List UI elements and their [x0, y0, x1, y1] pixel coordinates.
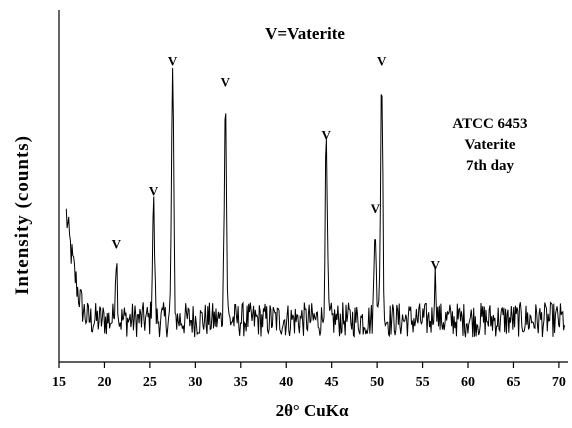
peak-label: V	[168, 53, 178, 68]
x-tick-label: 45	[325, 375, 339, 390]
x-tick-label: 50	[370, 375, 384, 390]
plot-area	[65, 67, 565, 338]
peak-label: V	[431, 258, 441, 273]
x-tick-label: 70	[552, 375, 566, 390]
x-tick-label: 35	[234, 375, 248, 390]
peak-labels: V V V V V V V V	[112, 53, 441, 272]
diffraction-trace-line	[65, 67, 565, 338]
peak-label: V	[371, 201, 381, 216]
sample-label-line-2: Vaterite	[464, 137, 515, 153]
x-tick-label: 20	[97, 375, 111, 390]
y-axis-title: Intensity (counts)	[12, 135, 33, 295]
x-tick-label: 25	[143, 375, 157, 390]
x-tick-label: 30	[188, 375, 202, 390]
x-tick-label: 15	[52, 375, 66, 390]
peak-label: V	[322, 127, 332, 142]
legend-note: V=Vaterite	[265, 24, 345, 43]
x-axis-ticks: 15 20 25 30 35 40 45 50 55 60 65 70	[52, 362, 566, 390]
sample-label-line-3: 7th day	[466, 158, 514, 174]
x-tick-label: 55	[416, 375, 430, 390]
x-tick-label: 60	[461, 375, 475, 390]
x-tick-label: 40	[279, 375, 293, 390]
peak-label: V	[149, 184, 159, 199]
x-axis-title: 2θ° CuKα	[276, 401, 349, 420]
peak-label: V	[112, 236, 122, 251]
peak-label: V	[377, 53, 387, 68]
x-tick-label: 65	[506, 375, 520, 390]
sample-label-line-1: ATCC 6453	[452, 116, 527, 132]
peak-label: V	[221, 74, 231, 89]
